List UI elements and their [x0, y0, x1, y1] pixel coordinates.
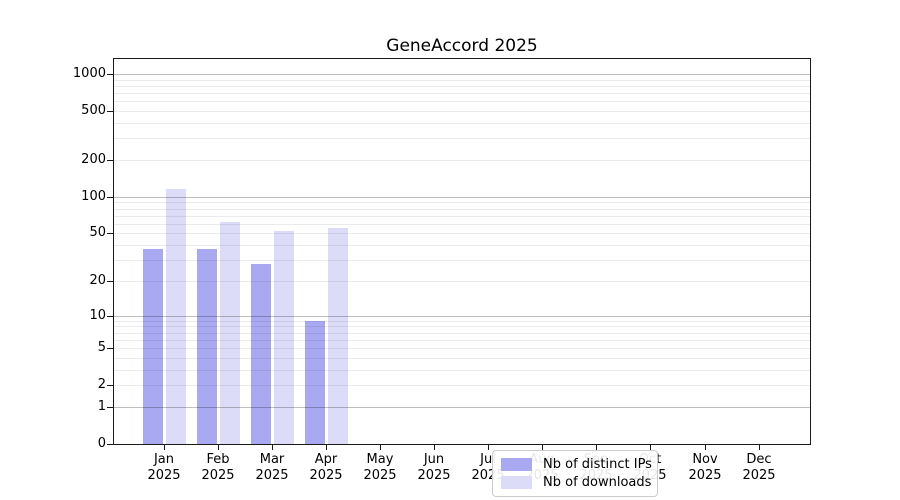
y-tick-mark-500 — [107, 111, 113, 112]
legend: Nb of distinct IPs Nb of downloads — [492, 450, 658, 497]
y-tick-label-200: 200 — [81, 152, 106, 167]
minor-gridline-90 — [114, 202, 810, 203]
x-tick-label-dec: Dec 2025 — [742, 452, 776, 483]
legend-swatch-downloads — [501, 476, 532, 489]
y-tick-mark-1000 — [107, 74, 113, 75]
minor-gridline-900 — [114, 80, 810, 81]
x-tick-label-mar: Mar 2025 — [255, 452, 289, 483]
bar-distinct-ips-feb — [196, 249, 217, 444]
minor-gridline-700 — [114, 93, 810, 94]
minor-gridline-60 — [114, 224, 810, 225]
legend-item-distinct-ips: Nb of distinct IPs — [501, 457, 652, 472]
y-tick-mark-50 — [107, 233, 113, 234]
minor-gridline-200 — [114, 160, 810, 161]
y-tick-mark-2 — [107, 385, 113, 386]
minor-gridline-40 — [114, 245, 810, 246]
x-tick-label-may: May 2025 — [363, 452, 397, 483]
x-tick-mark-aug — [542, 445, 543, 450]
x-tick-mark-dec — [759, 445, 760, 450]
major-gridline-1 — [114, 407, 810, 408]
minor-gridline-50 — [114, 233, 810, 234]
major-gridline-10 — [114, 316, 810, 317]
major-gridline-100 — [114, 197, 810, 198]
bar-downloads-jan — [165, 189, 186, 444]
minor-gridline-5 — [114, 348, 810, 349]
minor-gridline-20 — [114, 281, 810, 282]
minor-gridline-300 — [114, 138, 810, 139]
y-tick-label-50: 50 — [89, 225, 106, 240]
minor-gridline-4 — [114, 358, 810, 359]
x-tick-label-nov: Nov 2025 — [688, 452, 722, 483]
minor-gridline-2 — [114, 385, 810, 386]
x-tick-mark-sep — [596, 445, 597, 450]
y-tick-label-1: 1 — [97, 399, 106, 414]
x-tick-mark-jun — [434, 445, 435, 450]
x-tick-mark-apr — [326, 445, 327, 450]
bar-distinct-ips-jan — [142, 249, 163, 444]
plot-area: Nb of distinct IPs Nb of downloads — [113, 58, 811, 497]
y-tick-mark-10 — [107, 316, 113, 317]
minor-gridline-9 — [114, 321, 810, 322]
x-tick-mark-nov — [705, 445, 706, 450]
x-tick-mark-feb — [218, 445, 219, 450]
major-gridline-1000 — [114, 74, 810, 75]
y-tick-label-20: 20 — [89, 273, 106, 288]
bar-downloads-apr — [327, 228, 348, 444]
minor-gridline-70 — [114, 216, 810, 217]
legend-label-downloads: Nb of downloads — [543, 475, 652, 490]
x-tick-label-feb: Feb 2025 — [201, 452, 235, 483]
legend-label-distinct-ips: Nb of distinct IPs — [543, 457, 652, 472]
minor-gridline-500 — [114, 111, 810, 112]
x-tick-label-apr: Apr 2025 — [309, 452, 343, 483]
x-tick-label-jan: Jan 2025 — [147, 452, 181, 483]
minor-gridline-8 — [114, 326, 810, 327]
bar-distinct-ips-mar — [250, 264, 271, 444]
minor-gridline-800 — [114, 86, 810, 87]
y-tick-label-100: 100 — [81, 189, 106, 204]
x-tick-mark-mar — [272, 445, 273, 450]
y-tick-label-1000: 1000 — [72, 66, 106, 81]
y-tick-mark-1 — [107, 407, 113, 408]
y-tick-mark-100 — [107, 197, 113, 198]
y-tick-label-2: 2 — [97, 377, 106, 392]
chart-title: GeneAccord 2025 — [386, 36, 538, 56]
legend-swatch-distinct-ips — [501, 458, 532, 471]
minor-gridline-600 — [114, 101, 810, 102]
x-tick-mark-oct — [650, 445, 651, 450]
x-tick-label-jun: Jun 2025 — [417, 452, 451, 483]
y-tick-mark-5 — [107, 348, 113, 349]
x-tick-mark-may — [380, 445, 381, 450]
y-tick-label-5: 5 — [97, 340, 106, 355]
minor-gridline-6 — [114, 340, 810, 341]
minor-gridline-30 — [114, 260, 810, 261]
y-tick-label-0: 0 — [97, 436, 106, 451]
y-tick-mark-200 — [107, 160, 113, 161]
minor-gridline-400 — [114, 123, 810, 124]
y-tick-mark-0 — [107, 444, 113, 445]
bar-distinct-ips-apr — [304, 321, 325, 444]
legend-item-downloads: Nb of downloads — [501, 475, 651, 490]
x-tick-mark-jul — [488, 445, 489, 450]
y-tick-mark-20 — [107, 281, 113, 282]
minor-gridline-3 — [114, 370, 810, 371]
minor-gridline-7 — [114, 333, 810, 334]
minor-gridline-80 — [114, 209, 810, 210]
bar-downloads-mar — [273, 231, 294, 444]
bar-downloads-feb — [219, 222, 240, 444]
y-tick-label-10: 10 — [89, 308, 106, 323]
y-tick-label-500: 500 — [81, 103, 106, 118]
x-tick-mark-jan — [164, 445, 165, 450]
